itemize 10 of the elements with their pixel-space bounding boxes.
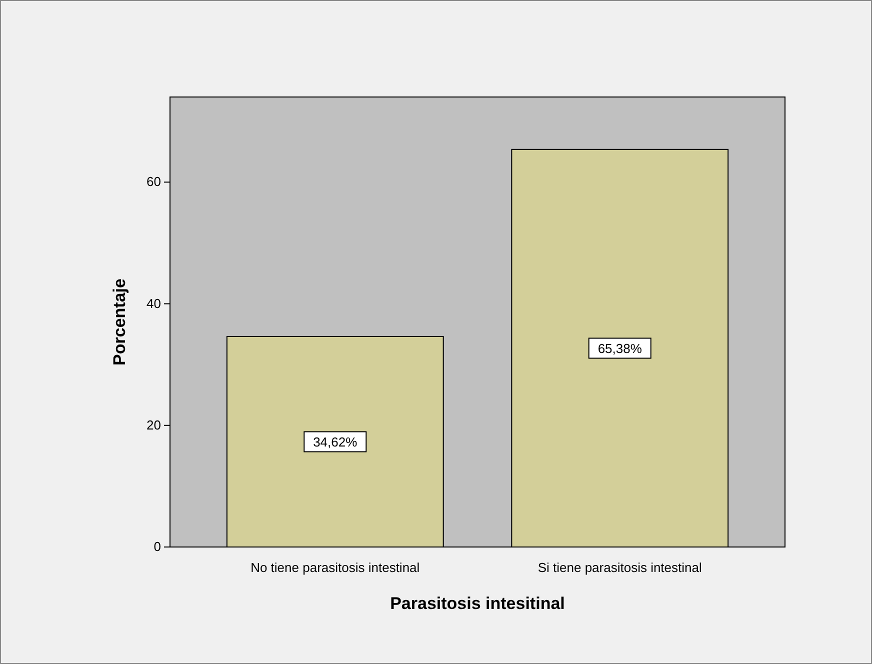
- data-label: 65,38%: [598, 341, 642, 356]
- x-axis-title: Parasitosis intesitinal: [390, 594, 565, 613]
- x-tick-label: Si tiene parasitosis intestinal: [538, 560, 702, 575]
- y-axis-title: Porcentaje: [110, 278, 129, 366]
- data-label: 34,62%: [313, 434, 358, 450]
- y-tick-label: 20: [146, 417, 161, 432]
- y-tick-label: 0: [154, 539, 161, 554]
- y-tick-label: 40: [146, 296, 161, 311]
- y-tick-label: 60: [146, 174, 161, 190]
- x-tick-label: No tiene parasitosis intestinal: [250, 560, 420, 575]
